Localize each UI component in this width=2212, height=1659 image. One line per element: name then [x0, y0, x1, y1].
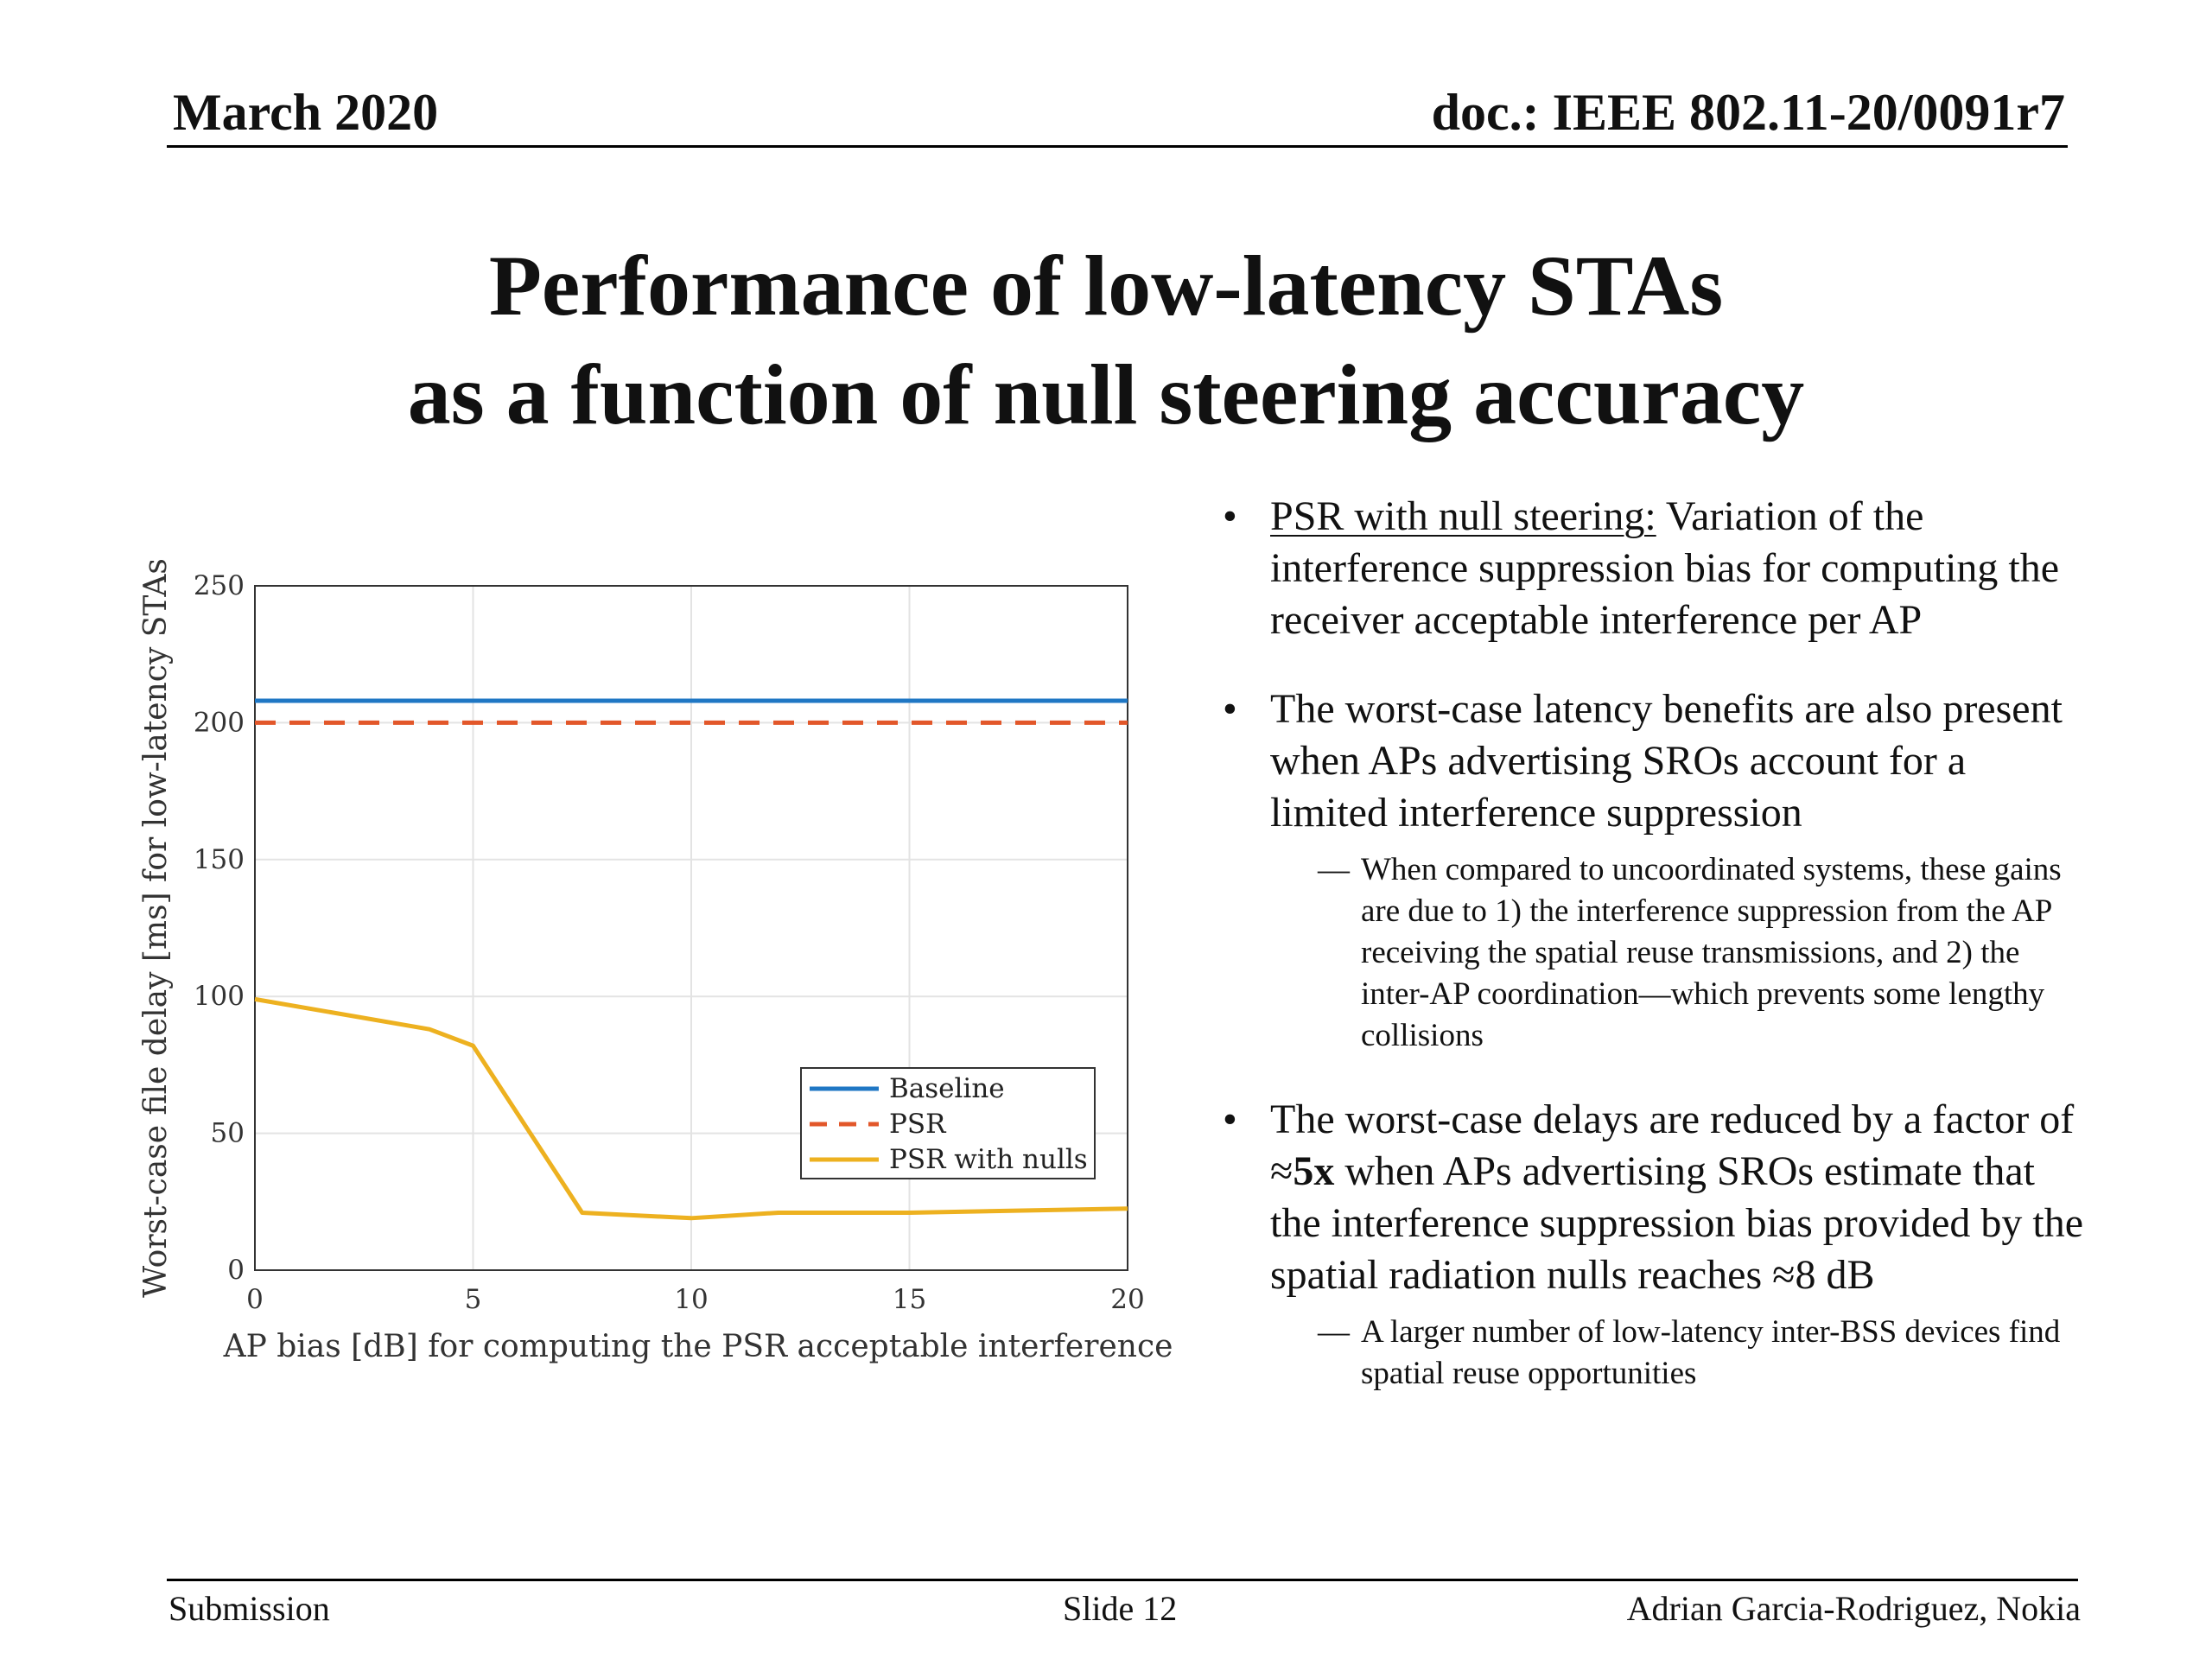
y-tick-label: 250: [194, 570, 245, 601]
slide-title-line2: as a function of null steering accuracy: [407, 346, 1805, 442]
legend-label: PSR: [889, 1109, 947, 1140]
bullet-text: when APs advertising SROs estimate that …: [1270, 1148, 2084, 1298]
y-tick-label: 150: [194, 844, 245, 875]
bullet-marker: •: [1223, 686, 1237, 732]
bullet-list: • PSR with null steering: Variation of t…: [1223, 491, 2087, 1432]
bullet-item: • The worst-case delays are reduced by a…: [1223, 1094, 2087, 1395]
footer-author: Adrian Garcia-Rodriguez, Nokia: [1626, 1589, 2081, 1628]
legend-label: PSR with nulls: [889, 1144, 1088, 1175]
footer-rule: [167, 1579, 2078, 1581]
x-tick-label: 10: [674, 1284, 708, 1315]
bullet-bold-factor: 5x: [1293, 1148, 1335, 1194]
slide-title: Performance of low-latency STAs as a fun…: [0, 232, 2212, 449]
bullet-lead: PSR with null steering:: [1270, 493, 1656, 539]
bullet-item: • PSR with null steering: Variation of t…: [1223, 491, 2087, 646]
footer-submission: Submission: [168, 1589, 330, 1628]
x-tick-label: 20: [1110, 1284, 1144, 1315]
y-tick-label: 100: [194, 981, 245, 1012]
y-tick-label: 50: [211, 1118, 245, 1149]
y-tick-label: 200: [194, 707, 245, 738]
sub-bullet-item: — When compared to uncoordinated systems…: [1318, 849, 2087, 1057]
chart-legend: Baseline PSR PSR with nulls: [800, 1067, 1096, 1179]
y-tick-label: 0: [227, 1255, 245, 1286]
x-tick-label: 5: [465, 1284, 482, 1315]
series-lines: [254, 698, 1128, 1221]
sub-bullet-text: When compared to uncoordinated systems, …: [1361, 852, 2062, 1053]
x-tick-label: 15: [893, 1284, 926, 1315]
footer-slide-number: Slide 12: [1063, 1589, 1178, 1628]
sub-bullet-text: A larger number of low-latency inter-BSS…: [1361, 1314, 2061, 1391]
sub-bullet-item: — A larger number of low-latency inter-B…: [1318, 1312, 2087, 1395]
sub-bullet-marker: —: [1318, 1314, 1350, 1350]
legend-label: Baseline: [889, 1073, 1005, 1104]
sub-bullet-marker: —: [1318, 852, 1350, 887]
slide-title-line1: Performance of low-latency STAs: [488, 238, 1724, 334]
bullet-marker: •: [1223, 493, 1237, 539]
delay-chart: 0 5 10 15 20 0 50 100 150 200 250 AP bias [dB] for…: [130, 536, 1184, 1382]
bullet-item: • The worst-case latency benefits are al…: [1223, 683, 2087, 1057]
bullet-text: The worst-case latency benefits are also…: [1270, 686, 2063, 836]
bullet-text: Variation of the interference suppressio…: [1270, 493, 2060, 643]
x-axis-label: AP bias [dB] for computing the PSR accep…: [223, 1329, 1173, 1364]
series-line-psr-with-nulls: [254, 996, 1128, 1221]
x-tick-label: 0: [246, 1284, 264, 1315]
header-date: March 2020: [173, 84, 439, 141]
bullet-marker: •: [1223, 1096, 1237, 1142]
header-doc-id: doc.: IEEE 802.11-20/0091r7: [1431, 84, 2065, 141]
header-rule: [167, 145, 2068, 148]
y-axis-label: Worst-case file delay [ms] for low-laten…: [138, 558, 174, 1298]
bullet-text: The worst-case delays are reduced by a f…: [1270, 1096, 2075, 1194]
plot-area: [254, 585, 1128, 1271]
